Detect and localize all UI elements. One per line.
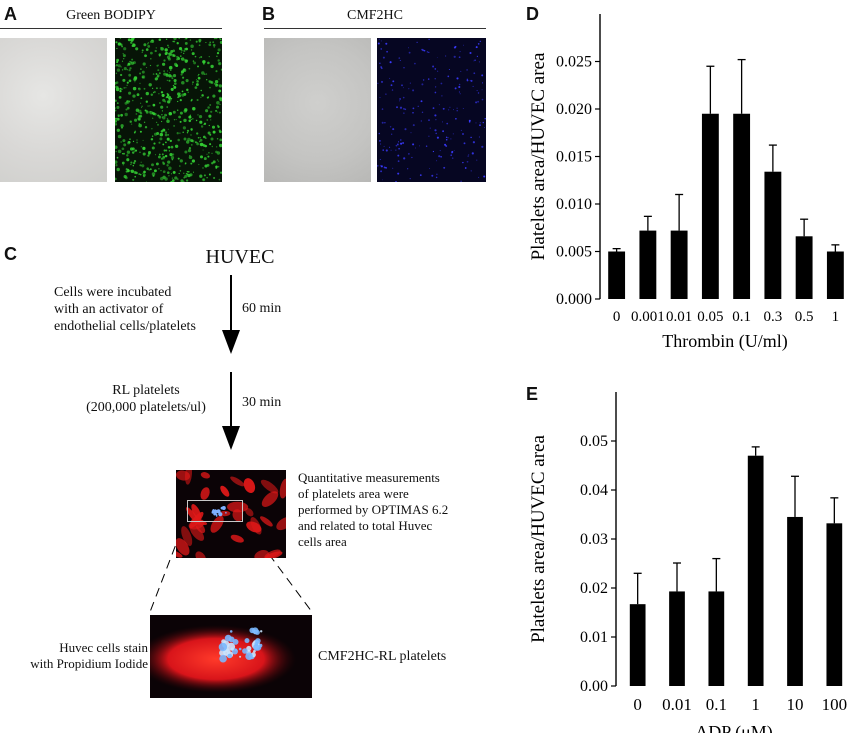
panel-b-title: CMF2HC — [346, 8, 404, 23]
x-tick-label: 0.3 — [764, 309, 783, 325]
red-fluorescence-image — [176, 470, 286, 558]
bar — [747, 455, 764, 686]
zoomed-fluorescence-texture — [150, 625, 296, 693]
y-tick-label: 0.005 — [556, 244, 592, 261]
y-axis-label: Platelets area/HUVEC area — [528, 435, 549, 643]
bar — [826, 251, 844, 299]
y-tick-label: 0.03 — [580, 531, 608, 548]
panel-letter-d: D — [526, 4, 539, 24]
bar — [733, 113, 751, 299]
panel-letter-c: C — [4, 244, 17, 264]
zoom-box — [187, 500, 243, 522]
huvec-stain-label: Huvec cells stain with Propidium Iodide — [30, 640, 148, 671]
fluorA-texture — [115, 38, 222, 182]
panel-letter-e: E — [526, 384, 539, 404]
y-tick-label: 0.010 — [556, 196, 592, 213]
y-tick-label: 0.02 — [580, 580, 608, 597]
x-tick-label: 0.01 — [662, 695, 692, 714]
x-tick-label: 1 — [832, 309, 840, 325]
bar — [608, 251, 626, 299]
flow-step1-text: Cells were incubated with an activator o… — [54, 285, 196, 334]
panel-a-title: Green BODIPY — [66, 8, 156, 23]
fluorB-texture — [377, 38, 486, 182]
x-tick-label: 0.1 — [732, 309, 751, 325]
y-tick-label: 0.00 — [580, 678, 608, 695]
bar — [701, 113, 719, 299]
flow-start-label: HUVEC — [205, 246, 275, 268]
x-axis-label: ADP (μM) — [695, 722, 772, 733]
panel-letter-b: B — [262, 4, 275, 24]
x-tick-label: 0.5 — [795, 309, 814, 325]
flow-step2-time: 30 min — [242, 395, 282, 410]
bar — [787, 516, 803, 686]
y-tick-label: 0.015 — [556, 149, 592, 166]
y-tick-label: 0.020 — [556, 101, 592, 118]
platelets-label: CMF2HC-RL platelets — [318, 649, 447, 664]
brightfield-image-b — [264, 38, 371, 182]
x-axis-label: Thrombin (U/ml) — [662, 331, 787, 352]
arrow-down-icon-2 — [222, 372, 240, 450]
x-tick-label: 1 — [751, 695, 760, 714]
y-axis-label: Platelets area/HUVEC area — [528, 52, 549, 260]
panel-letter-a: A — [4, 4, 17, 24]
x-tick-label: 0.001 — [631, 309, 665, 325]
measurement-text: Quantitative measurements of platelets a… — [298, 470, 449, 549]
zoomed-fluorescence-image — [150, 615, 312, 698]
blue-fluorescence-image — [377, 38, 486, 182]
x-tick-label: 100 — [822, 695, 848, 714]
bar — [669, 591, 685, 686]
fluorC-texture — [176, 470, 286, 558]
bar — [795, 236, 813, 299]
thrombin-bar-chart: 0.000 0.005 0.010 0.015 0.020 0.025 0 0.001 0.01… — [528, 14, 844, 352]
adp-bar-chart: 0.00 0.01 0.02 0.03 0.04 0.05 0 0.01 0.1 1 10 100 AD… — [528, 392, 848, 733]
flow-step1-time: 60 min — [242, 301, 282, 316]
bar — [629, 604, 646, 686]
x-tick-label: 0.01 — [666, 309, 692, 325]
y-tick-label: 0.000 — [556, 291, 592, 308]
green-fluorescence-image — [115, 38, 222, 182]
panel-b-rule — [264, 28, 486, 29]
bar — [764, 171, 782, 299]
bar — [639, 230, 657, 299]
y-tick-label: 0.01 — [580, 629, 608, 646]
y-tick-label: 0.04 — [580, 482, 608, 499]
x-tick-label: 10 — [787, 695, 804, 714]
flow-arrows — [149, 275, 313, 613]
x-tick-label: 0 — [613, 309, 621, 325]
bar — [826, 523, 843, 686]
arrow-down-icon-1 — [222, 275, 240, 354]
y-tick-label: 0.05 — [580, 433, 608, 450]
x-tick-label: 0.05 — [697, 309, 723, 325]
bar — [708, 591, 725, 686]
brightfield-image-a — [0, 38, 107, 182]
y-tick-label: 0.025 — [556, 54, 592, 71]
flow-step2-text: RL platelets (200,000 platelets/ul) — [86, 383, 206, 415]
x-tick-label: 0 — [633, 695, 642, 714]
panel-a-rule — [0, 28, 222, 29]
x-tick-label: 0.1 — [706, 695, 727, 714]
bar — [670, 230, 688, 299]
